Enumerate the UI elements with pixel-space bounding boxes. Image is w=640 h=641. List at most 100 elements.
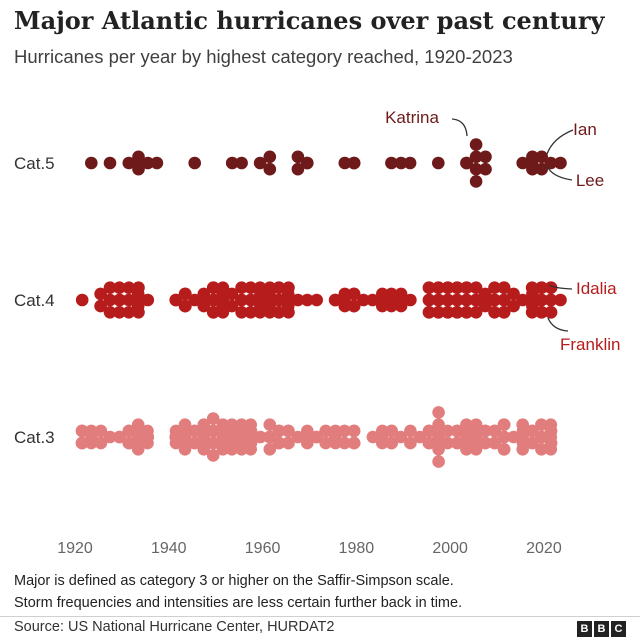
dot-cat-5-1955	[235, 156, 248, 170]
dot-cat-5-2005	[469, 162, 483, 176]
source-text: Source: US National Hurricane Center, HU…	[14, 619, 335, 635]
annotation-leader-franklin	[547, 317, 569, 332]
annotation-label-idalia: Idalia	[576, 279, 617, 298]
dot-cat-4-2000	[441, 306, 454, 319]
row-label-cat-5: Cat.5	[14, 154, 55, 173]
dot-cat-3-1986	[375, 430, 389, 444]
dot-cat-4-1928	[103, 293, 117, 307]
dot-cat-3-1952	[216, 424, 229, 438]
dot-cat-4-1976	[328, 293, 342, 307]
dot-cat-3-1954	[225, 418, 239, 432]
dot-cat-3-1952	[216, 436, 229, 450]
dot-cat-4-1932	[122, 281, 136, 295]
dot-cat-4-1930	[113, 281, 126, 295]
dot-cat-5-1998	[432, 156, 445, 170]
bbc-logo-block: C	[611, 621, 626, 637]
dot-cat-3-2006	[469, 436, 483, 450]
dot-cat-4-1966	[281, 287, 295, 301]
dot-cat-3-1924	[85, 424, 98, 438]
dot-cat-3-2004	[460, 418, 473, 432]
x-tick-label-1940: 1940	[151, 540, 187, 557]
dot-cat-5-1928	[103, 156, 117, 170]
dot-cat-5-1960	[253, 156, 267, 170]
dot-cat-5-2016	[516, 156, 529, 170]
dot-cat-4-1926	[94, 287, 107, 301]
dot-cat-3-2004	[460, 430, 473, 444]
dot-cat-3-2010	[488, 436, 501, 450]
annotation-leader-ian	[546, 129, 574, 155]
row-label-cat-3: Cat.3	[14, 428, 55, 447]
dot-cat-4-1952	[216, 299, 229, 313]
dot-cat-3-1997	[432, 406, 445, 419]
x-tick-label-2000: 2000	[432, 540, 468, 557]
dot-cat-4-1945	[188, 293, 201, 307]
dot-cat-4-1964	[272, 293, 286, 307]
dot-cat-3-2016	[516, 443, 529, 456]
dot-cat-4-1942	[169, 293, 182, 307]
dot-cat-4-1928	[103, 281, 117, 295]
dot-cat-3-1993	[413, 430, 427, 444]
dot-cat-3-1958	[244, 418, 257, 432]
dot-cat-3-1930	[113, 430, 126, 444]
dot-cat-3-1954	[225, 443, 239, 456]
dot-cat-4-1944	[178, 299, 192, 313]
dot-cat-4-1988	[385, 287, 398, 301]
dot-cat-3-1936	[141, 424, 154, 438]
dot-cat-3-1966	[281, 424, 295, 438]
dot-cat-3-2018	[525, 436, 539, 450]
bbc-logo-block: B	[594, 621, 609, 637]
dot-cat-4-2002	[450, 281, 464, 295]
dot-cat-3-1925	[94, 436, 108, 450]
row-label-cat-4: Cat.4	[14, 291, 55, 310]
dot-cat-4-1969	[301, 293, 314, 307]
dot-cat-4-2004	[460, 293, 473, 307]
dot-cat-4-2010	[488, 293, 501, 307]
dot-cat-3-1998	[432, 436, 445, 450]
chart-subtitle: Hurricanes per year by highest category …	[14, 46, 513, 67]
dot-cat-5-2023	[554, 156, 567, 170]
dot-cat-3-2010	[488, 424, 501, 438]
dot-cat-4-2020	[535, 293, 548, 307]
dot-cat-4-1954	[225, 287, 239, 301]
dot-cat-5-1992	[403, 156, 417, 170]
dot-cat-3-2006	[469, 424, 483, 438]
dot-cat-5-2007	[479, 162, 492, 176]
dot-cat-3-1954	[225, 430, 239, 444]
dot-cat-3-2013	[507, 430, 520, 444]
dot-cat-4-2012	[497, 281, 511, 295]
dot-cat-3-1988	[385, 436, 398, 450]
dot-cat-4-1954	[225, 299, 239, 313]
dot-cat-4-2002	[450, 306, 464, 319]
dot-cat-3-2008	[478, 424, 492, 438]
dot-cat-4-2022	[544, 281, 558, 295]
annotation-leader-katrina	[451, 118, 468, 137]
dot-cat-3-1958	[244, 430, 257, 444]
dot-cat-3-2012	[497, 443, 511, 456]
dot-cat-4-1958	[244, 281, 257, 295]
dot-cat-3-1936	[141, 436, 154, 450]
dot-cat-3-1934	[131, 430, 145, 444]
dot-cat-3-2002	[450, 436, 464, 450]
dot-cat-5-1967	[291, 162, 305, 176]
dot-cat-3-1948	[197, 418, 211, 432]
dot-cat-4-1932	[122, 306, 136, 319]
dot-cat-3-1961	[263, 443, 277, 456]
dot-cat-4-2010	[488, 306, 501, 319]
dot-cat-4-1966	[281, 299, 295, 313]
dot-cat-5-1989	[394, 156, 408, 170]
x-tick-label-2020: 2020	[526, 540, 562, 557]
dot-cat-3-1922	[75, 436, 89, 450]
dot-cat-3-1934	[131, 418, 145, 432]
dot-cat-3-1991	[404, 436, 417, 450]
dot-cat-4-1967	[291, 293, 305, 307]
dot-cat-4-1998	[432, 281, 445, 295]
dot-cat-4-2020	[535, 306, 548, 319]
dot-cat-4-2013	[507, 287, 520, 301]
dot-cat-4-1948	[197, 299, 211, 313]
dot-cat-3-1966	[281, 436, 295, 450]
dot-cat-4-1998	[432, 293, 445, 307]
dot-cat-4-1964	[272, 306, 286, 319]
dot-cat-3-2000	[441, 424, 454, 438]
dot-cat-5-2005	[469, 175, 483, 188]
dot-cat-5-1988	[385, 156, 398, 170]
